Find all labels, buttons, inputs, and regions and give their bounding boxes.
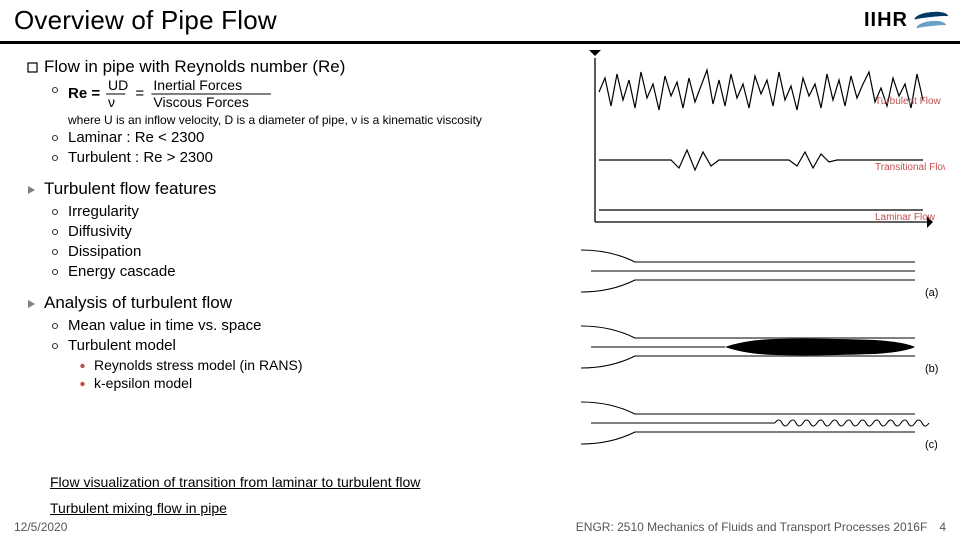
footer: 12/5/2020 ENGR: 2510 Mechanics of Fluids…	[0, 514, 960, 540]
svg-text:(c): (c)	[925, 439, 938, 451]
logo-text: IIHR	[864, 9, 908, 32]
svg-text:k-epsilon model: k-epsilon model	[94, 375, 192, 391]
svg-text:(b): (b)	[925, 363, 938, 375]
svg-text:Turbulent : Re > 2300: Turbulent : Re > 2300	[68, 149, 213, 166]
svg-text:Flow in pipe with Reynolds num: Flow in pipe with Reynolds number (Re)	[44, 57, 345, 76]
svg-text:Reynolds stress model (in RANS: Reynolds stress model (in RANS)	[94, 357, 303, 373]
svg-text:Viscous Forces: Viscous Forces	[153, 94, 248, 110]
links: Flow visualization of transition from la…	[50, 474, 420, 516]
footer-date: 12/5/2020	[14, 520, 67, 534]
svg-text:Energy cascade: Energy cascade	[68, 263, 176, 280]
svg-text:Irregularity: Irregularity	[68, 203, 139, 220]
wave-icon	[914, 9, 948, 33]
svg-text:Turbulent flow features: Turbulent flow features	[44, 179, 216, 198]
svg-text:Diffusivity: Diffusivity	[68, 223, 132, 240]
svg-text:ν: ν	[108, 94, 115, 110]
svg-text:Turbulent Flow: Turbulent Flow	[875, 96, 942, 107]
svg-text:Mean value in time vs. space: Mean value in time vs. space	[68, 317, 261, 334]
pipe-diagram: (a) (b) (c)	[575, 244, 945, 469]
page-title: Overview of Pipe Flow	[14, 5, 277, 36]
svg-text:(a): (a)	[925, 287, 938, 299]
svg-text:Laminar Flow: Laminar Flow	[875, 212, 936, 223]
svg-text:where U is an inflow velocity,: where U is an inflow velocity, D is a di…	[67, 113, 482, 127]
slide: Overview of Pipe Flow IIHR Flow in pipe …	[0, 0, 960, 540]
slide-body: Flow in pipe with Reynolds number (Re) Re…	[0, 44, 960, 514]
svg-text:=: =	[135, 85, 144, 102]
svg-text:Transitional Flow: Transitional Flow	[875, 162, 945, 173]
link-flow-visualization[interactable]: Flow visualization of transition from la…	[50, 474, 420, 490]
footer-page: 4	[939, 520, 946, 534]
logo: IIHR	[864, 9, 948, 33]
svg-text:Turbulent model: Turbulent model	[68, 337, 176, 354]
svg-text:Laminar : Re < 2300: Laminar : Re < 2300	[68, 129, 204, 146]
signal-diagram: Turbulent Flow Transitional Flow Laminar F…	[575, 50, 945, 230]
svg-text:Inertial Forces: Inertial Forces	[153, 77, 242, 93]
content-outline: Flow in pipe with Reynolds number (Re) Re…	[22, 54, 562, 462]
svg-text:Analysis of turbulent flow: Analysis of turbulent flow	[44, 293, 233, 312]
header: Overview of Pipe Flow IIHR	[0, 0, 960, 44]
svg-text:UD: UD	[108, 77, 128, 93]
svg-text:Dissipation: Dissipation	[68, 243, 141, 260]
svg-text:Re =: Re =	[68, 85, 100, 102]
footer-course: ENGR: 2510 Mechanics of Fluids and Trans…	[576, 520, 928, 534]
